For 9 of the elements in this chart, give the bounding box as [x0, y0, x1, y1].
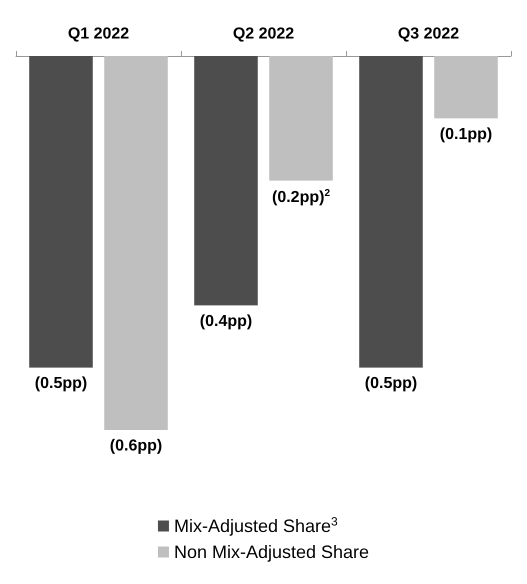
x-tick-label: Q2 2022 — [232, 26, 294, 42]
x-tick-label: Q3 2022 — [398, 26, 460, 42]
data-label: (0.5pp) — [34, 375, 88, 392]
data-label: (0.4pp) — [200, 312, 252, 330]
data-label: (0.6pp) — [110, 438, 162, 454]
data-label: (0.5pp) — [364, 375, 418, 392]
x-tick-label: Q1 2022 — [68, 26, 130, 42]
data-label: (0.1pp) — [440, 126, 492, 143]
legend-label: Non Mix-Adjusted Share — [174, 542, 370, 562]
